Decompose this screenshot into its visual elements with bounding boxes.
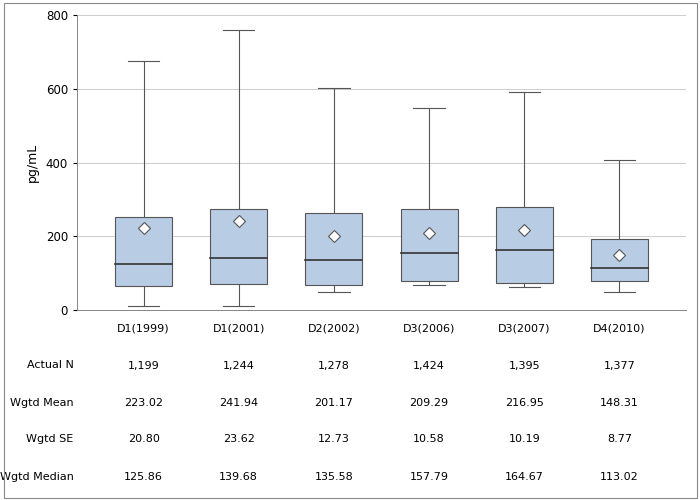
Text: 23.62: 23.62 — [223, 434, 255, 444]
Text: D3(2006): D3(2006) — [403, 324, 455, 334]
Text: Wgtd SE: Wgtd SE — [27, 434, 74, 444]
Text: 201.17: 201.17 — [314, 398, 354, 407]
Text: 241.94: 241.94 — [219, 398, 258, 407]
Text: 1,424: 1,424 — [413, 360, 445, 370]
Text: Actual N: Actual N — [27, 360, 74, 370]
Text: 148.31: 148.31 — [600, 398, 639, 407]
Y-axis label: pg/mL: pg/mL — [26, 143, 38, 182]
Bar — [305, 214, 363, 285]
Text: 135.58: 135.58 — [314, 472, 354, 482]
Bar — [115, 216, 172, 286]
Bar — [210, 210, 267, 284]
Text: 12.73: 12.73 — [318, 434, 350, 444]
Text: D1(1999): D1(1999) — [118, 324, 170, 334]
Text: 1,244: 1,244 — [223, 360, 255, 370]
Text: 216.95: 216.95 — [505, 398, 544, 407]
Text: 8.77: 8.77 — [607, 434, 632, 444]
Text: 139.68: 139.68 — [219, 472, 258, 482]
Text: 10.58: 10.58 — [413, 434, 445, 444]
Text: 1,199: 1,199 — [127, 360, 160, 370]
Text: Wgtd Median: Wgtd Median — [0, 472, 74, 482]
Bar — [496, 208, 553, 284]
Text: 10.19: 10.19 — [508, 434, 540, 444]
Text: D1(2001): D1(2001) — [213, 324, 265, 334]
Text: 1,377: 1,377 — [603, 360, 636, 370]
Text: 20.80: 20.80 — [127, 434, 160, 444]
Text: Wgtd Mean: Wgtd Mean — [10, 398, 74, 407]
Text: 1,278: 1,278 — [318, 360, 350, 370]
Text: 223.02: 223.02 — [124, 398, 163, 407]
Text: 209.29: 209.29 — [410, 398, 449, 407]
Text: D2(2002): D2(2002) — [307, 324, 360, 334]
Text: D4(2010): D4(2010) — [593, 324, 645, 334]
Text: 125.86: 125.86 — [124, 472, 163, 482]
Text: 113.02: 113.02 — [600, 472, 639, 482]
Text: 1,395: 1,395 — [508, 360, 540, 370]
Text: 157.79: 157.79 — [410, 472, 449, 482]
Text: 164.67: 164.67 — [505, 472, 544, 482]
Bar — [591, 239, 648, 281]
Text: D3(2007): D3(2007) — [498, 324, 550, 334]
Bar — [400, 208, 458, 281]
